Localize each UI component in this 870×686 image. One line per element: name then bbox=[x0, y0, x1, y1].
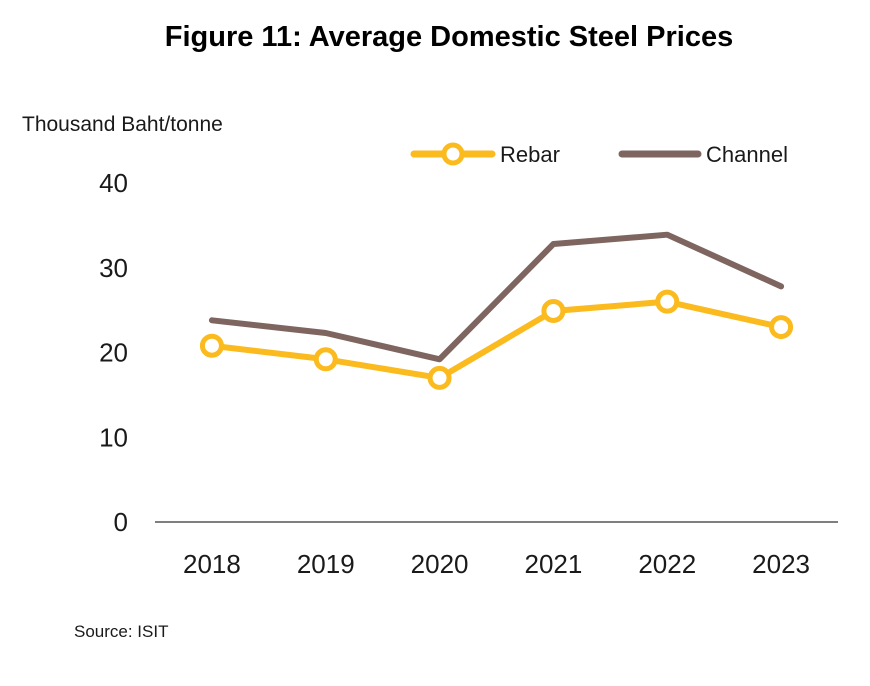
data-point-rebar bbox=[427, 365, 452, 390]
series-line-rebar bbox=[208, 298, 785, 381]
legend-item-channel: Channel bbox=[618, 142, 788, 167]
legend: Rebar Channel bbox=[410, 142, 788, 167]
x-tick-label: 2020 bbox=[411, 549, 469, 579]
x-tick-label: 2023 bbox=[752, 549, 810, 579]
legend-item-rebar: Rebar bbox=[410, 142, 560, 167]
legend-label-channel: Channel bbox=[706, 142, 788, 167]
plot-area bbox=[199, 231, 794, 390]
chart-title: Figure 11: Average Domestic Steel Prices bbox=[165, 21, 733, 53]
data-point-rebar bbox=[199, 333, 224, 358]
y-axis: 0 10 20 30 40 bbox=[99, 168, 128, 537]
series-line-channel bbox=[208, 231, 785, 363]
x-tick-label: 2022 bbox=[638, 549, 696, 579]
source-note: Source: ISIT bbox=[74, 622, 168, 641]
data-point-rebar bbox=[655, 289, 680, 314]
data-point-rebar bbox=[313, 347, 338, 372]
y-tick-label: 10 bbox=[99, 422, 128, 452]
data-point-rebar bbox=[769, 315, 794, 340]
y-tick-label: 40 bbox=[99, 168, 128, 198]
x-axis: 2018 2019 2020 2021 2022 2023 bbox=[183, 549, 810, 579]
data-point-rebar bbox=[541, 298, 566, 323]
x-tick-label: 2019 bbox=[297, 549, 355, 579]
y-axis-unit-label: Thousand Baht/tonne bbox=[22, 113, 223, 136]
legend-label-rebar: Rebar bbox=[500, 142, 560, 167]
y-tick-label: 30 bbox=[99, 253, 128, 283]
y-tick-label: 0 bbox=[114, 507, 128, 537]
x-tick-label: 2021 bbox=[524, 549, 582, 579]
legend-marker-rebar bbox=[441, 142, 465, 166]
y-tick-label: 20 bbox=[99, 338, 128, 368]
x-tick-label: 2018 bbox=[183, 549, 241, 579]
